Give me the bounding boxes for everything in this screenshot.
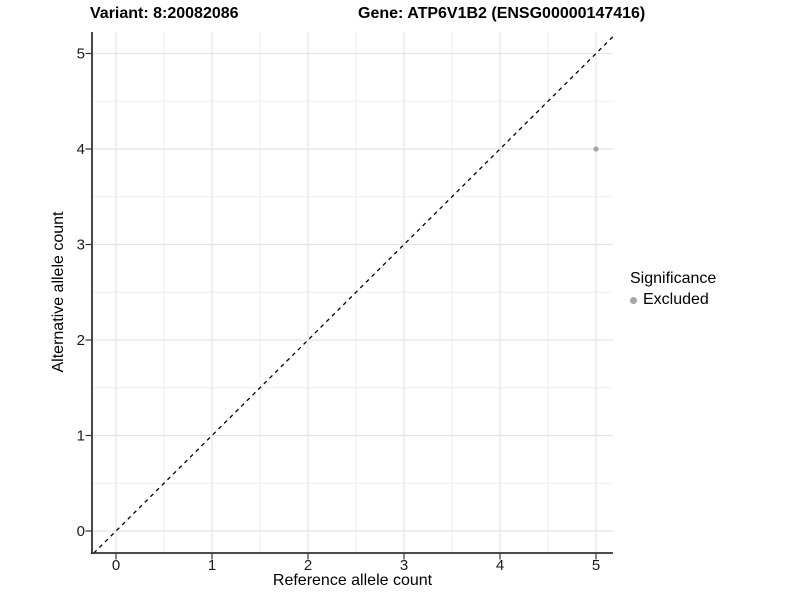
x-tick-label: 5 — [592, 557, 600, 574]
identity-dashed-line — [92, 35, 613, 553]
y-tick-label: 5 — [77, 46, 85, 63]
x-tick-label: 3 — [400, 557, 408, 574]
data-point — [593, 146, 599, 152]
variant-title: Variant: 8:20082086 — [90, 5, 239, 22]
gene-title: Gene: ATP6V1B2 (ENSG00000147416) — [358, 5, 646, 22]
legend: Significance Excluded — [630, 270, 716, 309]
x-tick-label: 4 — [496, 557, 504, 574]
y-tick-label: 1 — [77, 428, 85, 445]
y-axis-title: Alternative allele count — [50, 211, 67, 373]
legend-entry-label: Excluded — [643, 291, 709, 308]
y-tick-label: 4 — [77, 141, 85, 158]
x-axis-title: Reference allele count — [272, 572, 433, 589]
y-tick-label: 0 — [77, 523, 85, 540]
legend-title: Significance — [630, 270, 717, 287]
legend-point-icon — [630, 296, 637, 304]
x-tick-label: 1 — [208, 557, 216, 574]
legend-entry-excluded: Excluded — [630, 291, 716, 309]
y-tick-label: 2 — [77, 332, 85, 349]
x-tick-label: 0 — [112, 557, 120, 574]
x-tick-label: 2 — [304, 557, 312, 574]
y-tick-label: 3 — [77, 237, 85, 254]
